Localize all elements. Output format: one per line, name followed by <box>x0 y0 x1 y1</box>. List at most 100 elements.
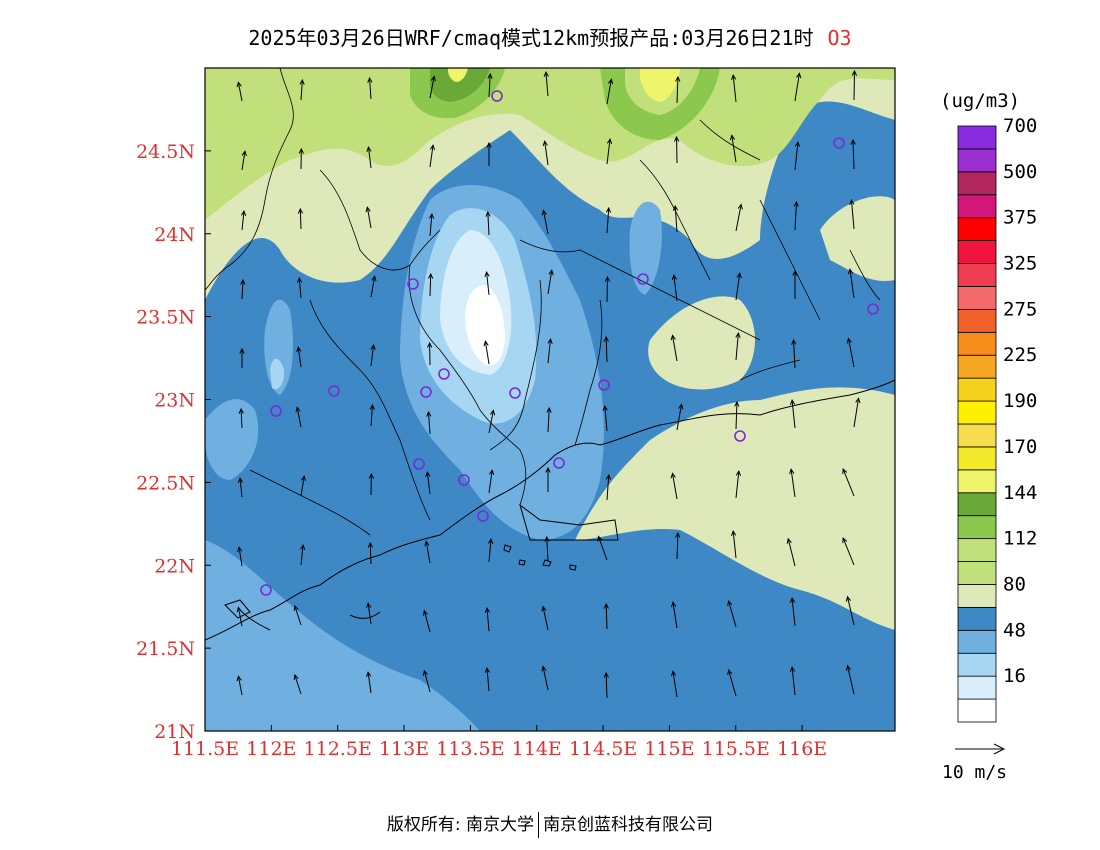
wind-arrow-head <box>484 666 490 673</box>
wind-arrow-head <box>670 334 676 341</box>
wind-arrow <box>605 672 608 699</box>
lat-tick-label: 23N <box>154 390 195 412</box>
wind-arrow-head <box>548 269 554 276</box>
legend-swatch <box>957 354 997 379</box>
wind-arrow-head <box>544 535 550 542</box>
legend-swatch <box>957 538 997 562</box>
wind-arrow <box>241 279 244 300</box>
lat-tick-label: 21.5N <box>136 638 195 660</box>
wind-arrow <box>486 272 490 296</box>
wind-arrow <box>241 211 245 231</box>
wind-arrow-head <box>734 400 740 407</box>
wind-arrow-head <box>422 669 428 676</box>
wind-arrow-head <box>606 138 613 145</box>
wind-arrow-head <box>427 272 434 279</box>
wind-arrow-head <box>792 269 798 276</box>
wind-arrow <box>676 532 679 560</box>
legend-label: 500 <box>1003 161 1037 183</box>
wind-arrow-head <box>293 604 299 612</box>
field-core-0 <box>465 285 505 366</box>
legend-swatch <box>957 331 997 356</box>
lon-tick-label: 113E <box>379 738 429 760</box>
wind-arrow-head <box>236 81 242 88</box>
wind-arrow-head <box>789 468 795 475</box>
wind-arrow <box>735 204 742 232</box>
wind-arrow-head <box>547 337 553 345</box>
lon-tick-label: 113.5E <box>436 738 504 760</box>
legend-label: 170 <box>1003 436 1037 458</box>
field-north-mid <box>205 68 895 220</box>
legend-swatch <box>957 515 997 540</box>
legend-swatch <box>957 217 997 242</box>
wind-arrow-head <box>484 606 490 613</box>
legend-swatch <box>957 308 997 333</box>
wind-arrow <box>239 478 243 498</box>
wind-arrow <box>237 676 243 696</box>
wind-arrow-head <box>422 609 428 616</box>
wind-arrow-head <box>297 276 303 283</box>
legend-swatch <box>957 629 997 654</box>
wind-arrow <box>791 400 796 429</box>
wind-arrow <box>294 674 302 695</box>
station-marker <box>833 137 845 149</box>
wind-arrow <box>486 668 490 692</box>
wind-arrow <box>731 135 737 163</box>
wind-arrow-head <box>430 75 436 82</box>
wind-arrow <box>487 212 490 236</box>
wind-arrow-head <box>238 407 244 414</box>
wind-arrow-head <box>236 606 242 613</box>
legend-label: 80 <box>1003 573 1026 595</box>
field-patch-b <box>429 68 490 102</box>
wind-arrow <box>846 596 855 626</box>
wind-arrow <box>605 603 608 630</box>
lon-tick-label: 115.5E <box>702 738 770 760</box>
wind-arrow <box>369 542 372 565</box>
wind-arrow <box>429 76 435 99</box>
legend-swatch <box>957 492 997 517</box>
longitude-ticks: 111.5E 112E 112.5E 113E 113.5E 114E 114.5E 115E… <box>171 725 827 760</box>
wind-arrow <box>241 151 246 171</box>
wind-arrow <box>488 470 493 494</box>
wind-arrow <box>367 147 372 169</box>
wind-arrow-head <box>427 341 433 348</box>
wind-arrow <box>297 347 302 368</box>
wind-arrow-head <box>239 347 245 354</box>
station-marker <box>270 405 282 417</box>
wind-arrow-head <box>608 78 614 85</box>
wind-arrow-head <box>789 399 796 406</box>
wind-arrow-head <box>851 69 858 76</box>
wind-arrow-head <box>429 144 436 151</box>
wind-arrow-head <box>603 602 609 609</box>
wind-arrow-head <box>371 275 377 282</box>
wind-arrow <box>728 600 737 628</box>
station-marker <box>598 379 610 391</box>
station-marker <box>438 368 450 380</box>
wind-arrow-head <box>675 531 681 538</box>
wind-arrow <box>676 76 679 104</box>
wind-arrow <box>486 608 490 632</box>
wind-arrow <box>542 210 549 235</box>
wind-arrow-head <box>489 409 496 416</box>
wind-arrow <box>732 531 737 559</box>
wind-arrow-head <box>298 147 304 154</box>
legend-swatch <box>957 125 997 150</box>
wind-arrow <box>429 273 432 297</box>
wind-arrow-head <box>849 198 855 205</box>
lon-tick-label: 114.5E <box>569 738 637 760</box>
wind-arrow-head <box>297 207 304 214</box>
wind-arrow <box>728 669 737 697</box>
wind-arrow-head <box>737 203 743 210</box>
field-east-coast <box>575 387 895 630</box>
title-text: 2025年03月26日WRF/cmaq模式12km预报产品:03月26日21时 <box>248 26 814 50</box>
wind-arrow <box>842 468 855 497</box>
wind-arrow-head <box>542 140 548 147</box>
wind-arrow-head <box>240 278 246 285</box>
legend-label: 112 <box>1003 528 1037 550</box>
wind-arrow <box>429 214 433 237</box>
wind-arrow-head <box>846 337 852 344</box>
wind-arrow-head <box>236 675 242 682</box>
legend-swatch <box>957 675 997 700</box>
wind-arrow <box>240 408 243 429</box>
wind-arrow <box>423 670 431 693</box>
wind-arrow-head <box>793 200 799 207</box>
